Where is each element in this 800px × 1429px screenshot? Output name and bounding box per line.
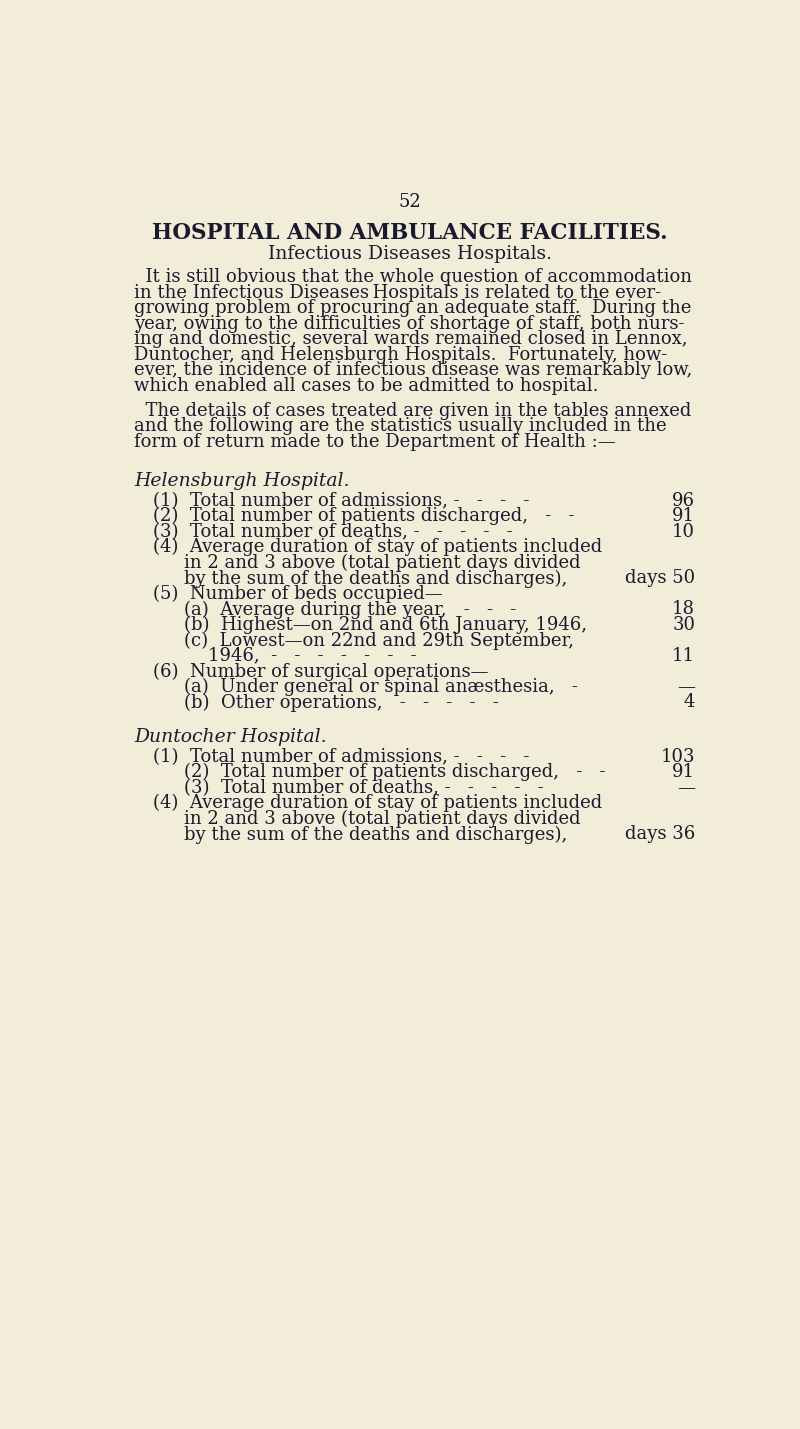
Text: (a)  Under general or spinal anæsthesia,   -: (a) Under general or spinal anæsthesia, … xyxy=(184,677,578,696)
Text: (5)  Number of beds occupied—: (5) Number of beds occupied— xyxy=(153,584,442,603)
Text: (1)  Total number of admissions, -   -   -   -: (1) Total number of admissions, - - - - xyxy=(153,747,529,766)
Text: (4)  Average duration of stay of patients included: (4) Average duration of stay of patients… xyxy=(153,539,602,556)
Text: —: — xyxy=(678,677,695,696)
Text: (4)  Average duration of stay of patients included: (4) Average duration of stay of patients… xyxy=(153,795,602,813)
Text: year, owing to the difficulties of shortage of staff, both nurs-: year, owing to the difficulties of short… xyxy=(134,314,685,333)
Text: Duntocher Hospital.: Duntocher Hospital. xyxy=(134,727,326,746)
Text: 11: 11 xyxy=(672,647,695,664)
Text: in 2 and 3 above (total patient days divided: in 2 and 3 above (total patient days div… xyxy=(184,554,580,572)
Text: (3)  Total number of deaths, -   -   -   -   -: (3) Total number of deaths, - - - - - xyxy=(153,523,512,540)
Text: 18: 18 xyxy=(672,600,695,619)
Text: (2)  Total number of patients discharged,   -   -: (2) Total number of patients discharged,… xyxy=(153,507,574,526)
Text: 10: 10 xyxy=(672,523,695,540)
Text: growing problem of procuring an adequate staff.  During the: growing problem of procuring an adequate… xyxy=(134,299,691,317)
Text: Infectious Diseases Hospitals.: Infectious Diseases Hospitals. xyxy=(268,246,552,263)
Text: days 50: days 50 xyxy=(625,569,695,587)
Text: —: — xyxy=(678,779,695,797)
Text: in 2 and 3 above (total patient days divided: in 2 and 3 above (total patient days div… xyxy=(184,810,580,827)
Text: (1)  Total number of admissions, -   -   -   -: (1) Total number of admissions, - - - - xyxy=(153,492,529,510)
Text: The details of cases treated are given in the tables annexed: The details of cases treated are given i… xyxy=(134,402,691,420)
Text: days 36: days 36 xyxy=(625,826,695,843)
Text: (c)  Lowest—on 22nd and 29th September,: (c) Lowest—on 22nd and 29th September, xyxy=(184,632,574,650)
Text: and the following are the statistics usually included in the: and the following are the statistics usu… xyxy=(134,417,666,436)
Text: (2)  Total number of patients discharged,   -   -: (2) Total number of patients discharged,… xyxy=(184,763,606,782)
Text: 1946,  -   -   -   -   -   -   -: 1946, - - - - - - - xyxy=(209,647,417,664)
Text: (b)  Highest—on 2nd and 6th January, 1946,: (b) Highest—on 2nd and 6th January, 1946… xyxy=(184,616,586,634)
Text: (b)  Other operations,   -   -   -   -   -: (b) Other operations, - - - - - xyxy=(184,693,498,712)
Text: which enabled all cases to be admitted to hospital.: which enabled all cases to be admitted t… xyxy=(134,377,598,394)
Text: 52: 52 xyxy=(398,193,422,211)
Text: 103: 103 xyxy=(661,747,695,766)
Text: 30: 30 xyxy=(672,616,695,634)
Text: Duntocher, and Helensburgh Hospitals.  Fortunately, how-: Duntocher, and Helensburgh Hospitals. Fo… xyxy=(134,346,667,364)
Text: 96: 96 xyxy=(672,492,695,510)
Text: 91: 91 xyxy=(672,763,695,782)
Text: HOSPITAL AND AMBULANCE FACILITIES.: HOSPITAL AND AMBULANCE FACILITIES. xyxy=(152,221,668,243)
Text: ever, the incidence of infectious disease was remarkably low,: ever, the incidence of infectious diseas… xyxy=(134,362,692,379)
Text: Helensburgh Hospital.: Helensburgh Hospital. xyxy=(134,472,350,490)
Text: (a)  Average during the year,   -   -   -: (a) Average during the year, - - - xyxy=(184,600,516,619)
Text: 91: 91 xyxy=(672,507,695,526)
Text: by the sum of the deaths and discharges),: by the sum of the deaths and discharges)… xyxy=(184,826,567,843)
Text: in the Infectious Diseases Hospitals is related to the ever-: in the Infectious Diseases Hospitals is … xyxy=(134,284,662,302)
Text: (3)  Total number of deaths, -   -   -   -   -: (3) Total number of deaths, - - - - - xyxy=(184,779,543,797)
Text: It is still obvious that the whole question of accommodation: It is still obvious that the whole quest… xyxy=(134,269,692,286)
Text: (6)  Number of surgical operations—: (6) Number of surgical operations— xyxy=(153,663,488,680)
Text: form of return made to the Department of Health :—: form of return made to the Department of… xyxy=(134,433,616,450)
Text: by the sum of the deaths and discharges),: by the sum of the deaths and discharges)… xyxy=(184,569,567,587)
Text: ing and domestic, several wards remained closed in Lennox,: ing and domestic, several wards remained… xyxy=(134,330,688,349)
Text: 4: 4 xyxy=(684,693,695,712)
